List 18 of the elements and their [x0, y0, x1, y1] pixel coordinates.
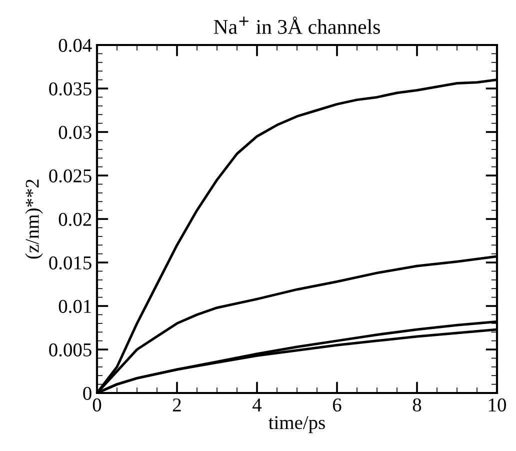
y-axis-title: (z/nm)**2	[25, 180, 43, 259]
y-tick-label: 0.005	[49, 343, 92, 357]
x-tick-label: 2	[172, 398, 181, 412]
x-tick-label: 8	[412, 398, 422, 412]
x-tick-label: 10	[488, 398, 506, 412]
x-tick-label: 4	[252, 398, 262, 412]
y-tick-label: 0.01	[58, 300, 91, 314]
chart-title: Na$^{+}$ in 3Å channels	[214, 16, 380, 34]
y-tick-label: 0	[83, 386, 92, 400]
y-tick-label: 0.015	[49, 256, 92, 270]
y-tick-label: 0.035	[49, 82, 92, 96]
y-tick-label: 0.04	[58, 38, 92, 52]
x-tick-label: 0	[92, 398, 102, 412]
y-tick-label: 0.03	[58, 126, 92, 140]
y-tick-label: 0.02	[58, 212, 92, 226]
x-axis-title: time/ps	[268, 416, 325, 434]
y-tick-label: 0.025	[49, 169, 92, 183]
x-tick-label: 6	[332, 398, 342, 412]
